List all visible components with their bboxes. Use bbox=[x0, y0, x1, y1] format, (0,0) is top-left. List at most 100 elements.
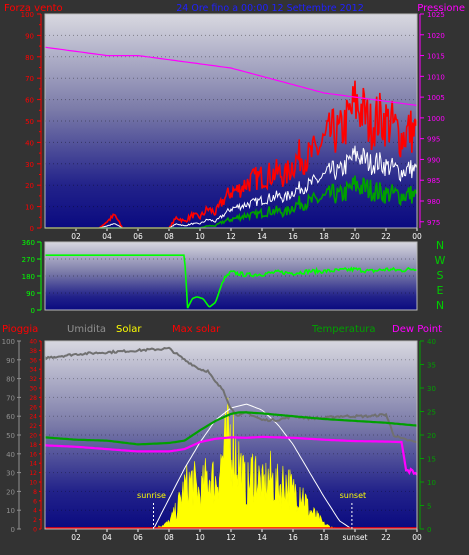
compass-label: W bbox=[435, 254, 446, 267]
direction-tick-label: 90 bbox=[26, 290, 35, 298]
wind-tick-label: 100 bbox=[21, 11, 34, 19]
humidity-tick-label: 30 bbox=[6, 470, 15, 478]
humidity-tick-label: 40 bbox=[6, 451, 15, 459]
weather-x-ticks: 02 04 06 08 10 12 14 16 18 sunset 22 00 bbox=[71, 529, 422, 542]
temperature-tick-label: 30 bbox=[427, 385, 436, 393]
legend-dew-point: Dew Point bbox=[392, 324, 442, 335]
wind-x-tick-label: 02 bbox=[71, 232, 81, 241]
humidity-tick-label: 60 bbox=[6, 413, 15, 421]
weather-x-tick-label: 04 bbox=[102, 533, 112, 542]
pressure-tick-label: 1010 bbox=[427, 73, 445, 81]
direction-plot-border bbox=[44, 241, 418, 311]
pressure-tick-label: 980 bbox=[427, 198, 440, 206]
legend-temperature: Temperatura bbox=[311, 324, 376, 335]
humidity-tick-label: 70 bbox=[6, 394, 15, 402]
rain-tick-label: 4 bbox=[33, 508, 37, 515]
wind-x-tick-label: 08 bbox=[164, 232, 174, 241]
sunrise-label: sunrise bbox=[137, 491, 166, 500]
dew-point-line bbox=[44, 435, 418, 476]
rain-tick-label: 18 bbox=[29, 442, 37, 449]
rain-tick-label: 32 bbox=[29, 376, 37, 383]
rain-tick-label: 28 bbox=[29, 395, 37, 402]
rain-tick-label: 26 bbox=[29, 404, 37, 411]
wind-x-tick-label: 14 bbox=[257, 232, 267, 241]
weather-x-tick-label: 18 bbox=[319, 533, 329, 542]
rain-tick-label: 2 bbox=[33, 517, 37, 524]
wind-x-tick-label: 04 bbox=[102, 232, 112, 241]
wind-x-tick-label: 00 bbox=[412, 232, 422, 241]
rain-tick-label: 34 bbox=[29, 367, 37, 374]
legend-solar: Solar bbox=[116, 324, 142, 335]
legend-humidity: Umidita bbox=[67, 324, 106, 335]
pressure-right-ticks: 975 980 985 990 995 1000 1005 1010 1015 1020 1025 bbox=[419, 11, 445, 228]
wind-gust-line bbox=[45, 80, 418, 229]
wind-tick-label: 90 bbox=[25, 32, 34, 40]
direction-tick-label: 360 bbox=[22, 239, 35, 247]
wind-left-ticks: 0 10 20 30 40 50 60 70 80 90 100 bbox=[21, 11, 42, 233]
weather-x-tick-label: 10 bbox=[195, 533, 205, 542]
rain-tick-label: 0 bbox=[33, 527, 37, 534]
humidity-line bbox=[44, 346, 418, 444]
pressure-tick-label: 1020 bbox=[427, 32, 445, 40]
legend-max-solar: Max solar bbox=[172, 324, 221, 335]
wind-x-ticks: 02 04 06 08 10 12 14 16 18 20 22 00 bbox=[71, 228, 422, 241]
wind-x-tick-label: 10 bbox=[195, 232, 205, 241]
direction-tick-label: 180 bbox=[22, 273, 35, 281]
direction-line bbox=[45, 254, 418, 309]
rain-tick-label: 22 bbox=[29, 423, 37, 430]
rain-tick-label: 20 bbox=[29, 433, 37, 440]
pressure-line bbox=[44, 46, 418, 106]
pressure-tick-label: 985 bbox=[427, 177, 440, 185]
pressure-axis-title: Pressione bbox=[417, 3, 465, 14]
temperature-tick-label: 10 bbox=[427, 479, 436, 487]
max-solar-curve bbox=[153, 403, 353, 530]
wind-x-tick-label: 12 bbox=[226, 232, 236, 241]
sunset-label: sunset bbox=[340, 491, 367, 500]
humidity-tick-label: 100 bbox=[2, 338, 15, 346]
pressure-tick-label: 975 bbox=[427, 219, 440, 227]
humidity-tick-label: 90 bbox=[6, 357, 15, 365]
rain-tick-label: 14 bbox=[29, 461, 37, 468]
temperature-tick-label: 5 bbox=[427, 503, 431, 511]
wind-tick-label: 70 bbox=[25, 75, 34, 83]
weather-plot-border bbox=[44, 340, 418, 530]
temperature-tick-label: 15 bbox=[427, 456, 436, 464]
rain-tick-label: 40 bbox=[29, 339, 37, 346]
wind-tick-label: 20 bbox=[25, 182, 34, 190]
direction-series bbox=[45, 254, 418, 309]
weather-x-tick-label: 12 bbox=[226, 533, 236, 542]
rain-tick-label: 8 bbox=[33, 489, 37, 496]
wind-tick-label: 80 bbox=[25, 54, 34, 62]
rain-tick-label: 30 bbox=[29, 386, 37, 393]
weather-series bbox=[44, 346, 418, 530]
rain-tick-label: 36 bbox=[29, 357, 37, 364]
sun-annotations: sunrise sunset bbox=[137, 491, 366, 529]
wind-x-tick-label: 06 bbox=[133, 232, 143, 241]
weather-x-tick-label: 00 bbox=[412, 533, 422, 542]
compass-label: S bbox=[437, 269, 444, 282]
wind-tick-label: 30 bbox=[25, 161, 34, 169]
compass-label: N bbox=[436, 299, 444, 312]
weather-x-tick-label: 22 bbox=[381, 533, 391, 542]
pressure-tick-label: 1025 bbox=[427, 11, 445, 19]
temperature-tick-label: 35 bbox=[427, 362, 436, 370]
wind-x-tick-label: 18 bbox=[319, 232, 329, 241]
direction-left-ticks: 0 90 180 270 360 bbox=[22, 239, 42, 315]
wind-average-line bbox=[45, 145, 418, 229]
direction-tick-label: 270 bbox=[22, 256, 35, 264]
chart-period-title: 24 Ore fino a 00:00 12 Settembre 2012 bbox=[176, 3, 364, 14]
weather-x-tick-label: 16 bbox=[288, 533, 298, 542]
pressure-tick-label: 1015 bbox=[427, 53, 445, 61]
direction-plot-area bbox=[45, 242, 417, 310]
wind-tick-label: 40 bbox=[25, 139, 34, 147]
temperature-tick-label: 0 bbox=[427, 526, 431, 534]
weather-legend: Pioggia Umidita Solar Max solar Temperat… bbox=[2, 324, 442, 335]
wind-tick-label: 60 bbox=[25, 97, 34, 105]
pressure-tick-label: 995 bbox=[427, 136, 440, 144]
rain-tick-label: 10 bbox=[29, 480, 37, 487]
legend-rain: Pioggia bbox=[2, 324, 38, 335]
temperature-right-ticks: 0 5 10 15 20 25 30 35 40 bbox=[419, 338, 436, 534]
